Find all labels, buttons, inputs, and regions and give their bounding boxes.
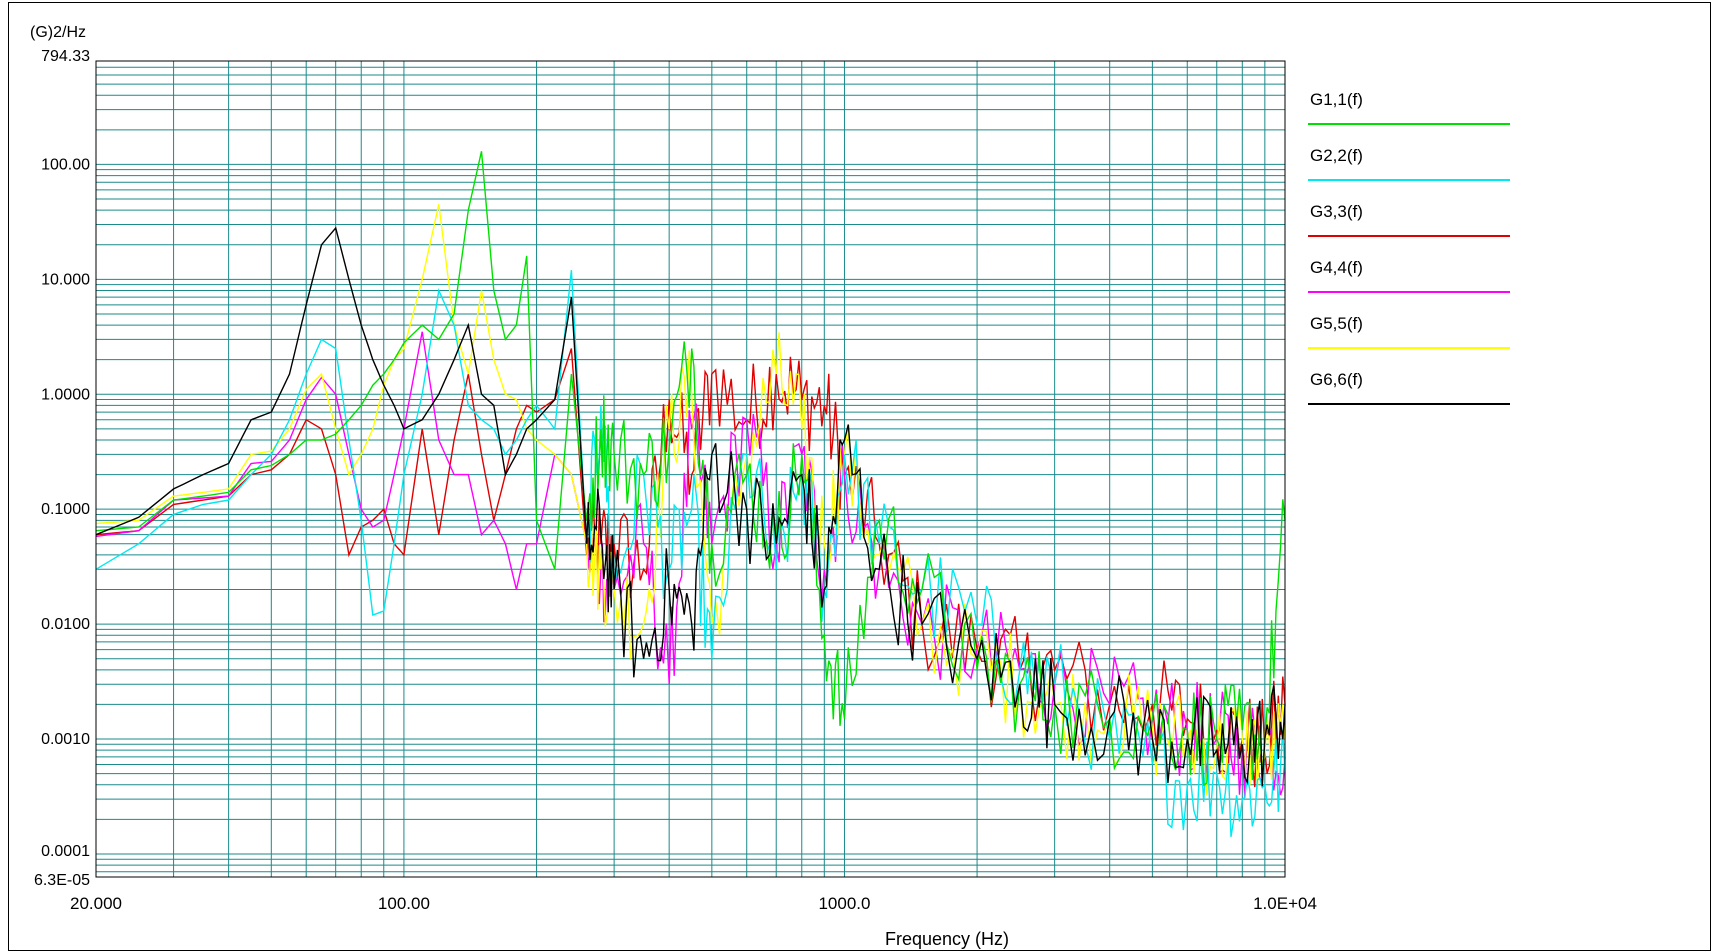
- legend: G1,1(f) G2,2(f) G3,3(f) G4,4(f) G5,5(f) G6,6(…: [1308, 90, 1510, 405]
- y-tick-label: 794.33: [41, 48, 90, 65]
- y-tick-label: 0.0100: [41, 616, 90, 633]
- y-tick-label: 0.1000: [41, 501, 90, 518]
- x-tick-label: 20.000: [70, 894, 122, 913]
- legend-label: G2,2(f): [1310, 146, 1363, 165]
- y-tick-labels: 794.33 100.00 10.000 1.0000 0.1000 0.0100 0.00…: [34, 48, 90, 889]
- y-tick-label: 0.0010: [41, 731, 90, 748]
- x-tick-label: 100.00: [378, 894, 430, 913]
- plot-area-border: [95, 60, 1286, 878]
- y-tick-label: 0.0001: [41, 843, 90, 860]
- series-line-4: [95, 331, 1286, 799]
- y-tick-label: 6.3E-05: [34, 872, 90, 889]
- series-line-1: [95, 151, 1286, 787]
- legend-label: G1,1(f): [1310, 90, 1363, 109]
- y-tick-label: 1.0000: [41, 386, 90, 403]
- x-tick-labels: 20.000 100.00 1000.0 1.0E+04: [70, 894, 1317, 913]
- y-tick-label: 100.00: [41, 156, 90, 173]
- chart-border: [8, 2, 1711, 951]
- legend-label: G6,6(f): [1310, 370, 1363, 389]
- legend-label: G3,3(f): [1310, 202, 1363, 221]
- legend-label: G5,5(f): [1310, 314, 1363, 333]
- y-axis-label: (G)2/Hz: [30, 24, 86, 41]
- x-tick-label: 1.0E+04: [1253, 894, 1317, 913]
- x-axis-label: Frequency (Hz): [885, 929, 1009, 949]
- series-line-6: [95, 226, 1286, 787]
- y-tick-label: 10.000: [41, 271, 90, 288]
- x-tick-label: 1000.0: [818, 894, 870, 913]
- legend-label: G4,4(f): [1310, 258, 1363, 277]
- series-lines: [95, 151, 1286, 837]
